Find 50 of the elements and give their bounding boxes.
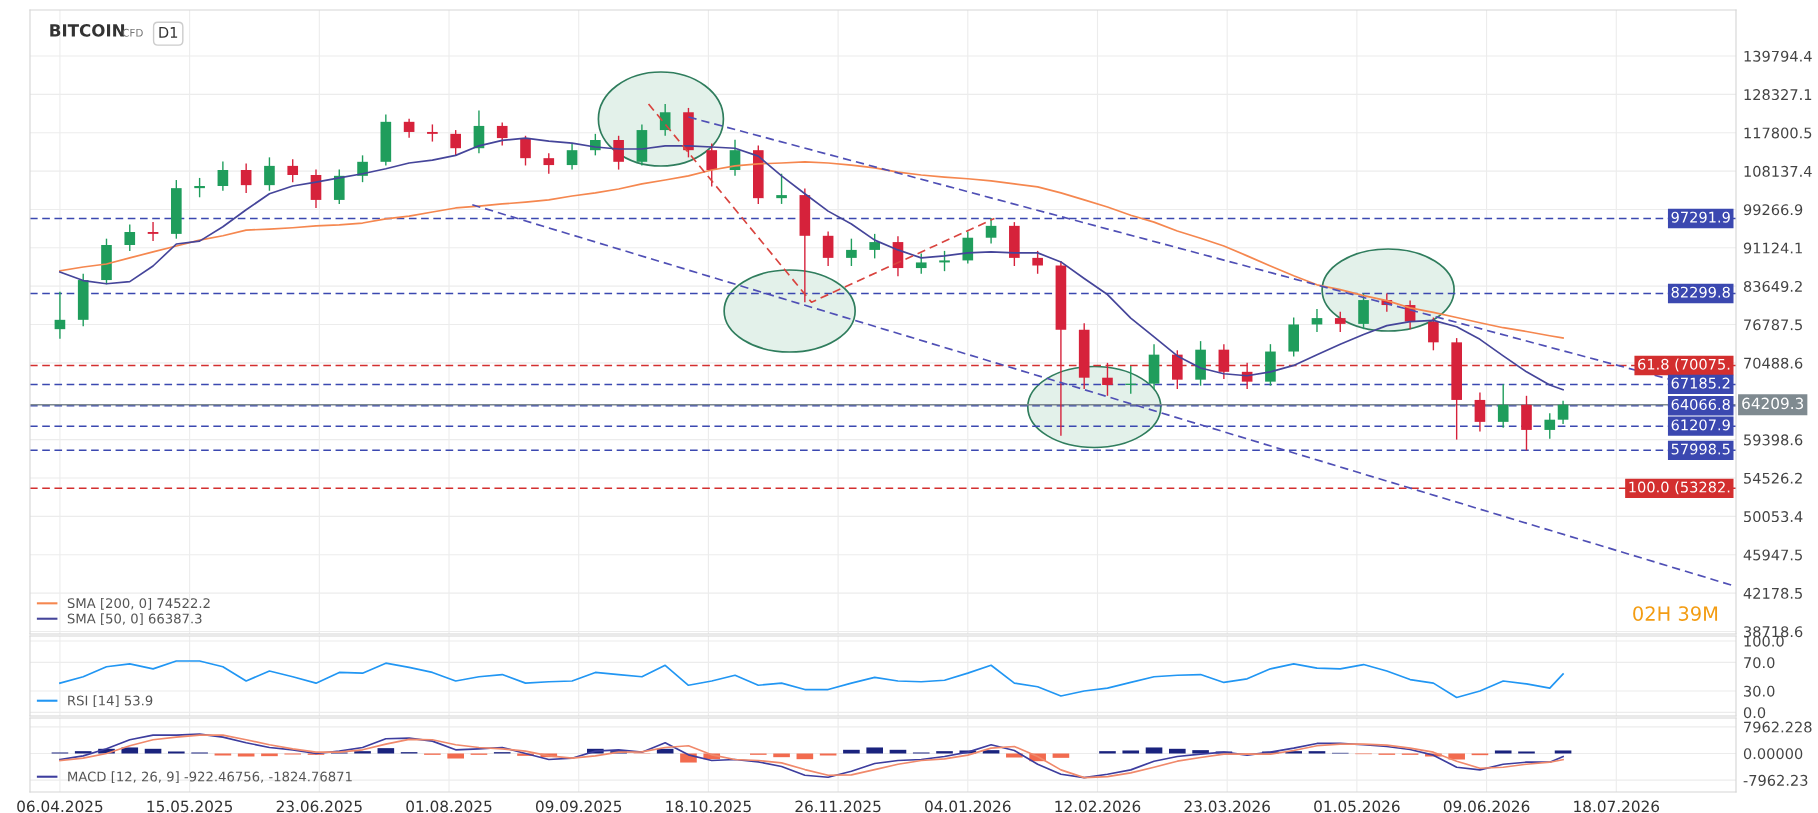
- legend-label: RSI [14] 53.9: [68, 695, 153, 708]
- y-tick-label: 70488.6: [1744, 357, 1803, 369]
- y-tick-label: 30.0: [1744, 685, 1775, 697]
- annotation: D1: [159, 27, 178, 38]
- legend-label: SMA [200, 0] 74522.2: [67, 597, 210, 610]
- y-tick-label: 50053.4: [1744, 511, 1803, 523]
- ref-line-label: 61207.9: [1671, 419, 1730, 431]
- y-tick-label: 83649.2: [1743, 280, 1802, 292]
- y-tick-label: 91124.1: [1743, 242, 1802, 254]
- y-tick-label: 59398.6: [1744, 434, 1803, 446]
- ref-line-label: 64066.8: [1671, 398, 1730, 410]
- y-tick-label: 0.0: [1743, 707, 1766, 719]
- ref-line-label: 100.0 (53282.: [1629, 481, 1730, 495]
- x-tick-label: 12.02.2026: [1055, 800, 1141, 813]
- y-tick-label: 139794.4: [1744, 50, 1812, 62]
- x-tick-label: 09.09.2025: [535, 800, 622, 813]
- ref-line-label: 97291.9: [1671, 211, 1730, 223]
- x-tick-label: 23.06.2025: [276, 800, 362, 813]
- y-tick-label: 0.00000: [1743, 748, 1803, 760]
- x-tick-label: 01.05.2026: [1314, 800, 1400, 813]
- y-tick-label: 99266.9: [1743, 204, 1803, 216]
- y-tick-label: 108137.4: [1744, 165, 1812, 177]
- y-tick-label: 70.0: [1744, 657, 1775, 669]
- x-tick-label: 04.01.2026: [925, 800, 1011, 813]
- y-tick-label: 128327.1: [1744, 89, 1812, 101]
- text: CFD: [122, 28, 143, 37]
- y-tick-label: 7962.228: [1744, 721, 1812, 733]
- ref-line-label: 67185.2: [1671, 377, 1730, 389]
- x-tick-label: 18.07.2026: [1574, 800, 1660, 813]
- x-tick-label: 01.08.2025: [406, 800, 492, 813]
- annotation: 02H 39M: [1633, 606, 1718, 621]
- x-tick-label: 23.03.2026: [1184, 800, 1270, 813]
- ref-line-label: 64209.3: [1742, 397, 1804, 410]
- x-tick-label: 26.11.2025: [795, 800, 881, 813]
- y-tick-label: 42178.5: [1743, 587, 1802, 599]
- y-tick-label: 54526.2: [1744, 472, 1802, 484]
- y-tick-label: -7962.23: [1743, 774, 1808, 786]
- x-tick-label: 09.06.2026: [1443, 800, 1530, 813]
- x-tick-label: 18.10.2025: [666, 800, 751, 813]
- legend-label: SMA [50, 0] 66387.3: [67, 613, 202, 626]
- legend-label: MACD [12, 26, 9] -922.46756, -1824.76871: [68, 771, 352, 784]
- y-tick-label: 45947.5: [1743, 549, 1802, 561]
- y-tick-label: 117800.5: [1744, 127, 1812, 139]
- x-tick-label: 15.05.2025: [147, 800, 233, 813]
- ref-line-label: 61.8 (70075.: [1638, 358, 1730, 372]
- ref-line-label: 82299.8: [1671, 286, 1730, 298]
- y-tick-label: 76787.5: [1744, 319, 1802, 331]
- x-tick-label: 06.04.2025: [17, 800, 103, 813]
- ref-line-label: 57998.5: [1671, 443, 1730, 455]
- text: BITCOIN: [50, 24, 125, 37]
